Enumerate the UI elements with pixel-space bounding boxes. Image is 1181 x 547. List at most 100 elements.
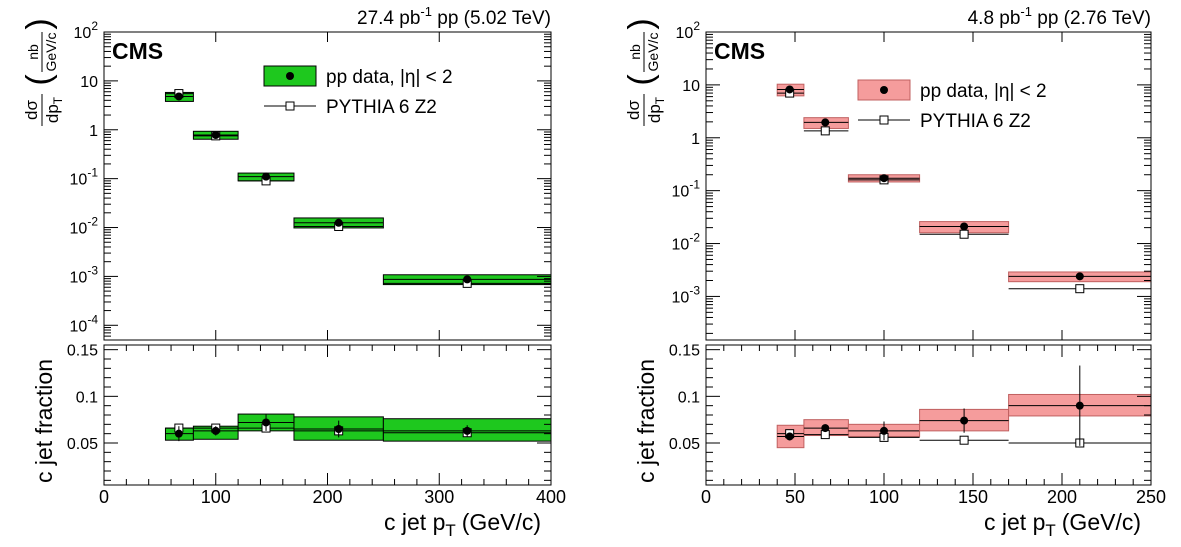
fraction-pad: 0.05 0.1 0.15 0 50 100 150 200 250 c jet fraction…: [633, 343, 1166, 540]
y-tick-base: 10: [70, 221, 88, 238]
header-lumi: 4.8 pb: [968, 8, 1021, 29]
y-title-den-main: dp: [43, 104, 62, 123]
y-tick-base: 10: [676, 25, 694, 42]
y-tick-label: 10-2: [70, 215, 99, 238]
header-rest: pp (2.76 TeV): [1032, 8, 1151, 29]
y-tick-label: 0.1: [76, 389, 98, 406]
mc-marker: [1075, 284, 1085, 294]
plot-frame: [103, 344, 552, 486]
legend-mc-marker: [285, 101, 295, 111]
data-point: [174, 429, 183, 438]
y-title-numerator: dσ: [22, 100, 41, 120]
y-tick-exponent: -3: [87, 263, 98, 277]
fraction-axis-title: c jet fraction: [633, 359, 659, 483]
y-tick-exponent: -3: [689, 283, 700, 297]
y-title-unit-denominator: GeV/c: [645, 33, 661, 72]
header-rest: pp (5.02 TeV): [432, 8, 551, 29]
y-tick-label: 102: [74, 19, 99, 42]
fraction-pad: 0.05 0.1 0.15 0 100 200 300 400 c jet fraction c …: [31, 343, 566, 540]
data-point: [463, 275, 472, 284]
y-tick-label: 0.15: [67, 343, 98, 360]
y-tick-label: 10-3: [672, 283, 701, 306]
y-title-den-sub: T: [653, 96, 667, 104]
data-point: [262, 418, 271, 427]
legend-mc-label: PYTHIA 6 Z2: [920, 111, 1031, 132]
mc-marker: [959, 229, 969, 239]
y-title-denominator: dpT: [43, 96, 65, 123]
legend-data-label: pp data, |η| < 2: [326, 67, 453, 88]
data-point: [960, 222, 969, 231]
x-tick-label: 300: [424, 487, 454, 507]
y-tick-label: 0.1: [678, 389, 700, 406]
y-tick-base: 1: [89, 123, 98, 140]
y-tick-base: 10: [70, 269, 88, 286]
data-point: [211, 426, 220, 435]
y-title-unit-numerator: nb: [25, 44, 41, 60]
y-tick-base: 10: [80, 74, 98, 91]
y-title-denominator: dpT: [645, 96, 667, 123]
x-axis-title: c jet pT (GeV/c): [384, 509, 541, 540]
x-tick-label: 0: [99, 487, 109, 507]
data-point: [1075, 272, 1084, 281]
x-title-sub: T: [1045, 521, 1055, 540]
x-tick-label: 0: [701, 487, 711, 507]
y-title-paren-close: ): [20, 18, 58, 29]
x-tick-label: 200: [312, 487, 342, 507]
y-tick-label: 10-3: [70, 263, 99, 286]
y-tick-label: 0.15: [669, 343, 700, 360]
y-tick-label: 1: [691, 131, 700, 148]
y-tick-exponent: -1: [689, 178, 700, 192]
y-title-unit-denominator: GeV/c: [43, 33, 59, 72]
y-tick-base: 10: [70, 318, 88, 335]
y-tick-label: 102: [676, 19, 701, 42]
y-axis-title: c jet fraction: [633, 359, 659, 483]
y-tick-exponent: 2: [91, 19, 98, 33]
data-point: [785, 432, 794, 441]
y-tick-base: 10: [672, 237, 690, 254]
x-tick-label: 100: [201, 487, 231, 507]
y-tick-exponent: -2: [87, 215, 98, 229]
data-point: [334, 425, 343, 433]
x-title-main: c jet p: [984, 509, 1045, 535]
y-tick-label: 0.05: [67, 436, 98, 453]
y-tick-exponent: -4: [87, 312, 98, 326]
legend-data-marker: [880, 86, 888, 94]
x-title-tail: (GeV/c): [462, 509, 541, 535]
experiment-label: CMS: [714, 38, 765, 64]
data-point: [821, 118, 830, 127]
data-point: [211, 131, 220, 140]
data-point: [960, 416, 969, 425]
y-title-den-main: dp: [645, 104, 664, 123]
x-title-tail: (GeV/c): [1062, 509, 1141, 535]
data-point: [785, 85, 794, 94]
y-tick-base: 10: [70, 172, 88, 189]
data-point: [262, 172, 271, 181]
x-axis-title: c jet pT (GeV/c): [984, 509, 1141, 540]
fraction-axis-title: c jet fraction: [31, 359, 57, 483]
plot-frame: [705, 31, 1152, 341]
y-title-paren-close: ): [622, 18, 660, 29]
y-tick-label: 10: [682, 78, 700, 95]
y-title-paren-open: (: [20, 74, 58, 86]
header-exponent: -1: [420, 4, 432, 19]
y-tick-base: 10: [672, 289, 690, 306]
y-tick-base: 10: [672, 184, 690, 201]
y-tick-exponent: -2: [689, 231, 700, 245]
data-point: [463, 426, 472, 435]
x-tick-label: 100: [869, 487, 899, 507]
header-luminosity: 27.4 pb-1 pp (5.02 TeV): [357, 4, 551, 29]
header-exponent: -1: [1020, 4, 1032, 19]
legend-mc-marker: [879, 115, 889, 125]
y-title-numerator: dσ: [624, 100, 643, 120]
y-title-unit-numerator: nb: [627, 44, 643, 60]
y-tick-exponent: -1: [87, 166, 98, 180]
y-tick-exponent: 2: [693, 19, 700, 33]
x-tick-label: 50: [785, 487, 805, 507]
mc-marker: [820, 126, 830, 136]
y-tick-label: 10-1: [70, 166, 99, 189]
y-axis-title: dσ dpT ( nb GeV/c): [20, 18, 65, 126]
